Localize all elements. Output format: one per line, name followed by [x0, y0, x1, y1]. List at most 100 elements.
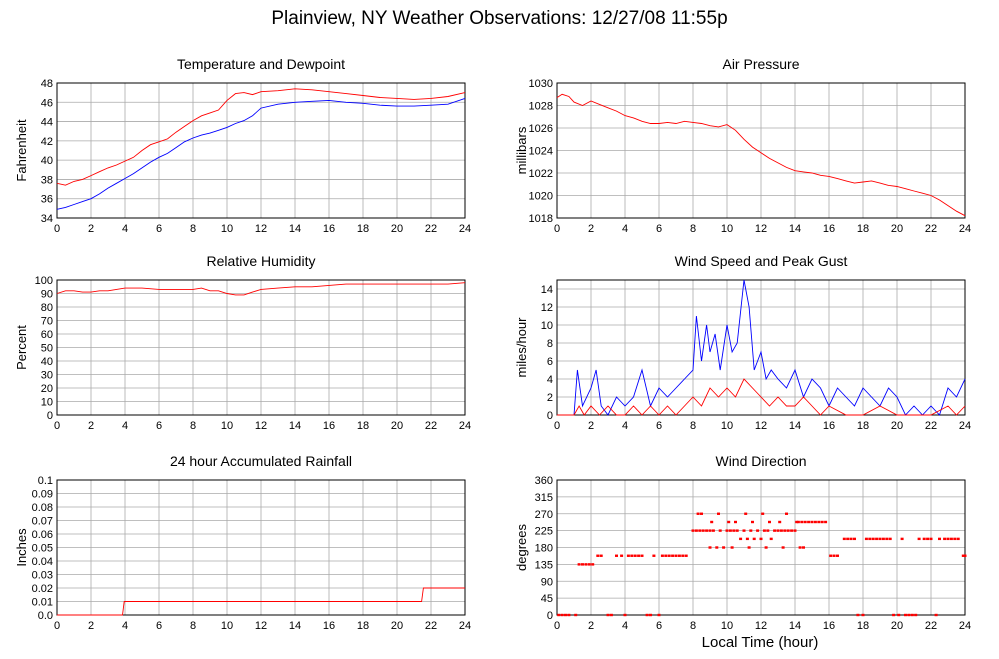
pressure-xtick-label: 22 [925, 223, 937, 235]
rain-ytick-label: 0.05 [32, 543, 53, 555]
rain-ytick-label: 0.1 [38, 475, 53, 487]
direction-point [934, 613, 938, 617]
direction-point [842, 537, 846, 541]
direction-ytick-label: 135 [535, 559, 553, 571]
temp-ytick-label: 36 [41, 194, 53, 206]
rain-series-red [57, 587, 465, 616]
temp-ytick-label: 34 [41, 213, 53, 225]
direction-point [764, 546, 768, 549]
direction-point [700, 512, 703, 515]
wind-ytick-label: 0 [547, 410, 553, 422]
wind-ytick-label: 10 [541, 320, 553, 332]
direction-point [657, 613, 661, 617]
rain-xtick-label: 6 [156, 620, 162, 632]
rain-title: 24 hour Accumulated Rainfall [170, 453, 352, 469]
direction-point [956, 537, 960, 541]
pressure-ytick-label: 1020 [529, 191, 553, 203]
rain-ylabel: Inches [14, 528, 29, 567]
humidity-frame [56, 279, 466, 416]
direction-point [609, 613, 613, 617]
pressure-xtick-label: 18 [857, 223, 869, 235]
direction-point [793, 529, 797, 532]
direction-point [722, 546, 726, 549]
pressure-ytick-label: 1030 [529, 78, 553, 90]
pressure-xtick-label: 12 [755, 223, 767, 235]
temp-xtick-label: 8 [190, 223, 196, 235]
wind-xtick-label: 18 [857, 420, 869, 432]
humidity-xtick-label: 0 [54, 420, 60, 432]
humidity-xtick-label: 14 [289, 420, 301, 432]
temp-ytick-label: 38 [41, 174, 53, 186]
temp-ytick-label: 40 [41, 155, 53, 167]
wind-ylabel: miles/hour [514, 317, 529, 378]
temp-series-red [56, 88, 466, 186]
pressure-xtick-label: 4 [622, 223, 628, 235]
direction-point [853, 537, 856, 541]
direction-point [796, 520, 800, 524]
direction-point [824, 520, 828, 524]
direction-point [747, 546, 751, 549]
direction-point [696, 512, 700, 515]
temp-xtick-label: 4 [122, 223, 128, 235]
rain-ytick-label: 0.0 [38, 610, 53, 622]
direction-point [926, 537, 930, 541]
rain-xtick-label: 16 [323, 620, 335, 632]
direction-xtick-label: 18 [857, 620, 869, 632]
rain-xtick-label: 8 [190, 620, 196, 632]
direction-point [560, 613, 564, 617]
direction-point [615, 554, 618, 557]
direction-xtick-label: 12 [755, 620, 767, 632]
direction-point [633, 554, 637, 557]
wind-xtick-label: 12 [755, 420, 767, 432]
direction-point [667, 554, 671, 557]
wind-frame [556, 279, 966, 416]
direction-xtick-label: 10 [721, 620, 733, 632]
direction-point [630, 554, 634, 557]
direction-point [761, 512, 765, 515]
direction-point [807, 520, 811, 524]
direction-point [922, 537, 926, 541]
direction-point [701, 529, 705, 532]
humidity-ytick-label: 100 [35, 275, 53, 287]
direction-ytick-label: 45 [541, 593, 553, 605]
direction-point [710, 520, 714, 524]
direction-point [717, 512, 720, 515]
direction-point [769, 537, 773, 541]
direction-xtick-label: 2 [588, 620, 594, 632]
humidity-xtick-label: 24 [459, 420, 471, 432]
direction-ytick-label: 315 [535, 492, 553, 504]
direction-point [671, 554, 675, 557]
wind-xtick-label: 22 [925, 420, 937, 432]
pressure-xtick-label: 14 [789, 223, 801, 235]
pressure-ytick-label: 1026 [529, 123, 553, 135]
wind-xtick-label: 4 [622, 420, 628, 432]
direction-point [776, 529, 780, 532]
direction-chart: 0 2 4 6 8 10 12 14 16 18 20 22 240459013518022527031… [514, 453, 971, 632]
humidity-ytick-label: 40 [41, 356, 53, 368]
pressure-xtick-label: 6 [656, 223, 662, 235]
direction-point [779, 529, 783, 532]
temp-xtick-label: 18 [357, 223, 369, 235]
direction-point [596, 554, 600, 557]
direction-point [640, 554, 644, 557]
direction-point [751, 520, 754, 524]
direction-point [623, 613, 627, 617]
wind-ytick-label: 8 [547, 338, 553, 350]
direction-point [810, 520, 814, 524]
direction-point [829, 554, 833, 557]
pressure-xtick-label: 20 [891, 223, 903, 235]
direction-point [694, 529, 698, 532]
temp-title: Temperature and Dewpoint [177, 56, 345, 72]
wind-xtick-label: 16 [823, 420, 835, 432]
wind-series-blue [557, 279, 966, 416]
direction-point [938, 537, 941, 541]
wind-xtick-label: 20 [891, 420, 903, 432]
humidity-ytick-label: 60 [41, 329, 53, 341]
direction-point [773, 529, 777, 532]
direction-point [766, 529, 770, 532]
rain-chart: 0 2 4 6 8 10 12 14 16 18 20 22 240.00.010.020.030.04… [14, 453, 471, 632]
direction-xtick-label: 8 [690, 620, 696, 632]
direction-point [557, 613, 561, 617]
direction-point [781, 546, 785, 549]
direction-point [711, 529, 715, 532]
